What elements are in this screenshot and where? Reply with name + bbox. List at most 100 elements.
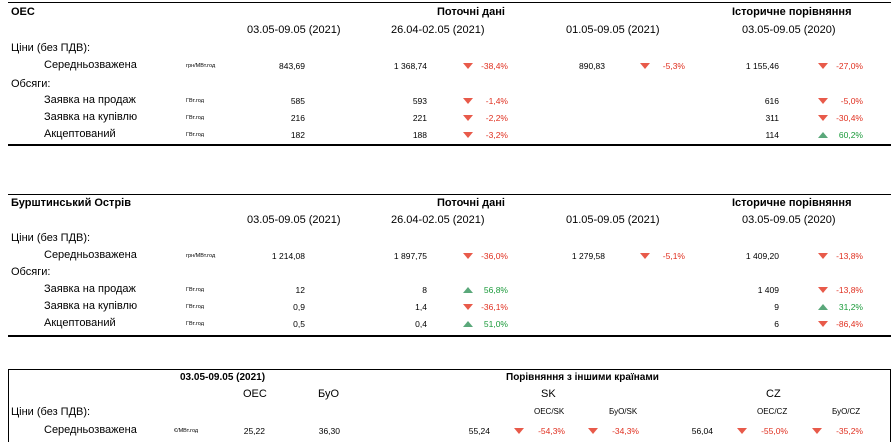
cmp-period: 03.05-09.05 (2021) <box>180 372 266 383</box>
value-prev-week: 0,4 <box>415 319 427 329</box>
up-arrow-icon <box>463 321 473 327</box>
value-prev-week: 221 <box>412 113 427 123</box>
percent-change: 56,8% <box>483 285 508 295</box>
cmp-col-sk: SK <box>541 388 556 400</box>
cmp-oes-cz: ОЕС/CZ <box>757 407 788 416</box>
oes-volumes-label: Обсяги: <box>11 78 51 90</box>
down-arrow-icon <box>463 132 473 138</box>
cmp-cz-val: 56,04 <box>691 426 713 436</box>
down-arrow-icon <box>463 304 473 310</box>
bo-period-3: 01.05-09.05 (2021) <box>566 214 660 226</box>
percent-change: -5,0% <box>840 96 863 106</box>
down-arrow-icon <box>463 98 473 104</box>
row-unit: ГВт.год <box>186 115 204 121</box>
value-prev-week: 1 368,74 <box>393 61 427 71</box>
value-prev-week: 188 <box>412 130 427 140</box>
oes-title: ОЕС <box>11 6 35 18</box>
row-unit: ГВт.год <box>186 132 204 138</box>
down-arrow-icon <box>463 253 473 259</box>
value-current: 585 <box>290 96 305 106</box>
up-arrow-icon <box>463 287 473 293</box>
bo-volumes-label: Обсяги: <box>11 266 51 278</box>
value-last-year: 114 <box>765 130 779 140</box>
value-last-year: 616 <box>764 96 779 106</box>
cmp-unit: €/МВт.год <box>174 428 199 434</box>
percent-change: -86,4% <box>836 319 863 329</box>
percent-change: -13,8% <box>836 285 863 295</box>
cmp-prices-label: Ціни (без ПДВ): <box>11 406 91 418</box>
percent-change: -3,2% <box>485 130 508 140</box>
down-arrow-icon <box>463 115 473 121</box>
oes-bottom-rule <box>8 144 891 146</box>
row-label: Акцептований <box>44 317 116 329</box>
percent-change: -30,4% <box>836 113 863 123</box>
cmp-row-label: Середньозважена <box>44 424 137 436</box>
cmp-col-cz: CZ <box>766 388 781 400</box>
bo-prices-label: Ціни (без ПДВ): <box>11 232 91 244</box>
cmp-bo-sk: БуО/SK <box>609 407 638 416</box>
down-arrow-icon <box>818 63 828 69</box>
value-prev-week: 1,4 <box>415 302 427 312</box>
percent-change: -38,4% <box>481 61 508 71</box>
percent-change: -2,2% <box>485 113 508 123</box>
down-arrow-icon <box>812 428 822 434</box>
row-unit: ГВт.год <box>186 287 204 293</box>
cmp-cz-p2: -35,2% <box>836 426 863 436</box>
value-last-year: 9 <box>774 302 779 312</box>
value-current: 182 <box>290 130 305 140</box>
bo-period-2: 26.04-02.05 (2021) <box>391 214 485 226</box>
value-last-year: 1 409,20 <box>745 251 779 261</box>
top-border <box>8 2 891 3</box>
down-arrow-icon <box>818 115 828 121</box>
percent-change: -36,0% <box>481 251 508 261</box>
row-unit: ГВт.год <box>186 304 204 310</box>
value-last-year: 1 155,46 <box>745 61 779 71</box>
cmp-sk-p1: -54,3% <box>538 426 565 436</box>
oes-period-2: 26.04-02.05 (2021) <box>391 24 485 36</box>
percent-change: -27,0% <box>836 61 863 71</box>
down-arrow-icon <box>588 428 598 434</box>
cmp-oes-sk: ОЕС/SK <box>534 407 565 416</box>
row-label: Акцептований <box>44 128 116 140</box>
row-label: Заявка на купівлю <box>44 300 138 312</box>
row-label: Заявка на продаж <box>44 94 136 106</box>
down-arrow-icon <box>514 428 524 434</box>
bo-bottom-rule <box>8 335 891 337</box>
value-prev-week: 1 897,75 <box>393 251 427 261</box>
cmp-sk-val: 55,24 <box>468 426 490 436</box>
value-current: 1 214,08 <box>271 251 305 261</box>
value-current: 0,5 <box>293 319 305 329</box>
percent-change: -1,4% <box>485 96 508 106</box>
row-unit: ГВт.год <box>186 98 204 104</box>
cmp-title: Порівняння з іншими країнами <box>506 372 659 383</box>
percent-change: 51,0% <box>483 319 508 329</box>
down-arrow-icon <box>737 428 747 434</box>
value-current: 0,9 <box>293 302 305 312</box>
cmp-bo-val: 36,30 <box>318 426 340 436</box>
bo-period-1: 03.05-09.05 (2021) <box>247 214 341 226</box>
down-arrow-icon <box>818 98 828 104</box>
value-prev-week: 8 <box>422 285 427 295</box>
cmp-sk-p2: -34,3% <box>612 426 639 436</box>
cmp-right-border <box>890 369 891 442</box>
row-unit: грн/МВт.год <box>186 63 216 69</box>
value-prev-period: 1 279,58 <box>571 251 605 261</box>
value-current: 843,69 <box>279 61 305 71</box>
value-current: 12 <box>295 285 305 295</box>
down-arrow-icon <box>818 287 828 293</box>
value-prev-period: 890,83 <box>579 61 605 71</box>
oes-prices-label: Ціни (без ПДВ): <box>11 42 91 54</box>
bo-current-label: Поточні дані <box>437 197 505 209</box>
value-last-year: 6 <box>774 319 779 329</box>
bo-top-border <box>8 194 891 195</box>
percent-change: -36,1% <box>481 302 508 312</box>
row-label: Заявка на продаж <box>44 283 136 295</box>
cmp-bo-cz: БуО/CZ <box>832 407 861 416</box>
row-unit: грн/МВт.год <box>186 253 216 259</box>
row-label: Середньозважена <box>44 59 137 71</box>
value-last-year: 311 <box>765 113 779 123</box>
oes-current-label: Поточні дані <box>437 6 505 18</box>
row-label: Середньозважена <box>44 249 137 261</box>
down-arrow-icon <box>818 321 828 327</box>
down-arrow-icon <box>463 63 473 69</box>
